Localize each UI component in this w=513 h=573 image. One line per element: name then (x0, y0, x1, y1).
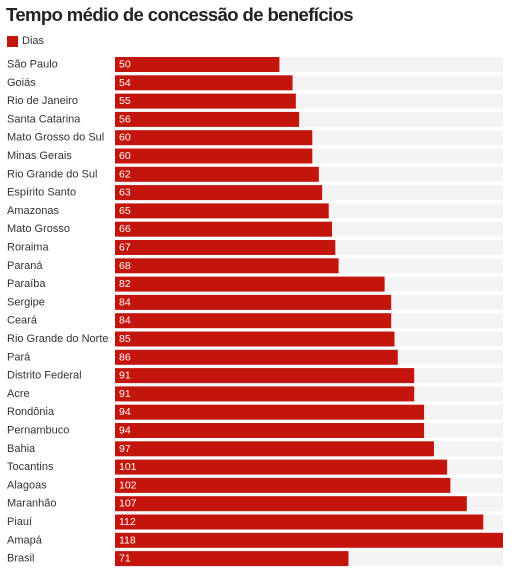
value-label: 60 (119, 150, 131, 162)
bar (115, 404, 425, 420)
value-label: 54 (119, 77, 131, 89)
category-label: São Paulo (7, 59, 58, 71)
category-label: Distrito Federal (7, 370, 82, 382)
bar (115, 294, 392, 310)
bar (115, 532, 503, 548)
chart-title: Tempo médio de concessão de benefícios (6, 4, 354, 25)
category-label: Tocantins (7, 461, 54, 473)
value-label: 68 (119, 260, 131, 272)
bar (115, 203, 329, 219)
bar (115, 57, 280, 72)
value-label: 118 (119, 534, 136, 546)
bar (115, 313, 392, 329)
bar (115, 496, 467, 512)
category-label: Rio de Janeiro (7, 95, 78, 107)
category-label: Roraima (7, 242, 49, 254)
value-label: 84 (119, 296, 131, 308)
category-label: Pernambuco (7, 425, 69, 437)
bar (115, 459, 448, 475)
category-label: Paraná (7, 260, 43, 272)
value-label: 107 (119, 498, 137, 510)
category-label: Mato Grosso do Sul (7, 132, 104, 144)
category-label: Mato Grosso (7, 223, 70, 235)
value-label: 65 (119, 205, 131, 217)
category-label: Acre (7, 388, 30, 400)
category-label: Espírito Santo (7, 187, 76, 199)
category-label: Rondônia (7, 406, 55, 418)
value-label: 85 (119, 333, 131, 345)
bar (115, 148, 313, 164)
value-label: 82 (119, 278, 131, 290)
category-label: Rio Grande do Sul (7, 168, 98, 180)
bar (115, 130, 313, 146)
value-label: 94 (119, 406, 131, 418)
bar (115, 258, 339, 274)
legend-label: Dias (22, 35, 45, 47)
value-label: 56 (119, 113, 131, 125)
bar (115, 276, 385, 292)
category-label: Goiás (7, 77, 36, 89)
category-label: Amazonas (7, 205, 59, 217)
bar (115, 423, 425, 438)
category-label: Pará (7, 351, 31, 363)
category-label: Rio Grande do Norte (7, 333, 109, 345)
bar (115, 386, 415, 402)
value-label: 71 (119, 553, 131, 565)
bar (115, 221, 333, 237)
category-label: Maranhão (7, 498, 57, 510)
bar (115, 93, 296, 109)
bar (115, 349, 398, 365)
value-label: 86 (119, 351, 131, 363)
value-label: 84 (119, 315, 131, 327)
value-label: 102 (119, 479, 137, 491)
bar (115, 441, 434, 457)
category-label: Amapá (7, 534, 43, 546)
category-label: Santa Catarina (7, 113, 81, 125)
value-label: 66 (119, 223, 131, 235)
value-label: 67 (119, 242, 131, 254)
value-label: 55 (119, 95, 131, 107)
category-label: Piauí (7, 516, 32, 528)
legend: Dias (7, 34, 44, 48)
category-label: Alagoas (7, 479, 47, 491)
value-label: 97 (119, 443, 131, 455)
bar (115, 331, 395, 347)
bar (115, 185, 323, 201)
bar (115, 111, 300, 127)
value-label: 94 (119, 425, 131, 437)
bar (115, 551, 349, 567)
category-label: Brasil (7, 553, 35, 565)
value-label: 62 (119, 168, 131, 180)
value-label: 91 (119, 388, 131, 400)
category-label: Bahia (7, 443, 36, 455)
bar (115, 166, 319, 182)
bar (115, 514, 484, 530)
category-label: Minas Gerais (7, 150, 72, 162)
value-label: 91 (119, 370, 131, 382)
value-label: 112 (119, 516, 136, 528)
value-label: 50 (119, 59, 131, 71)
bar (115, 240, 336, 255)
bar (115, 368, 415, 384)
category-label: Sergipe (7, 296, 45, 308)
value-label: 101 (119, 461, 137, 473)
value-label: 60 (119, 132, 131, 144)
bar (115, 477, 451, 493)
legend-swatch (7, 35, 18, 47)
category-label: Paraíba (7, 278, 46, 290)
category-label: Ceará (7, 315, 38, 327)
value-label: 63 (119, 187, 131, 199)
bar (115, 75, 293, 91)
